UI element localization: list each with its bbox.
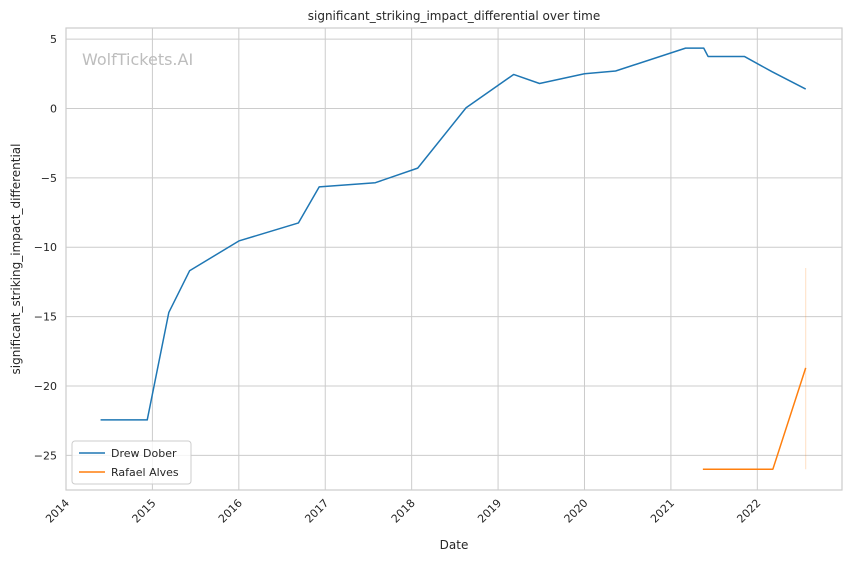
series-line-drew-dober xyxy=(100,47,807,421)
y-tick-label: 5 xyxy=(50,33,57,46)
x-tick-label: 2019 xyxy=(475,497,504,526)
x-tick-label: 2020 xyxy=(562,497,591,526)
series-group xyxy=(100,47,807,470)
y-tick-label: −10 xyxy=(34,241,57,254)
y-tick-label: −5 xyxy=(41,172,57,185)
plot-frame xyxy=(65,27,843,491)
y-axis-label: significant_striking_impact_differential xyxy=(9,144,23,375)
grid xyxy=(65,28,842,490)
x-axis-label: Date xyxy=(440,538,469,552)
x-tick-label: 2021 xyxy=(648,497,677,526)
x-tick-label: 2018 xyxy=(389,497,418,526)
y-tick-label: 0 xyxy=(50,102,57,115)
x-tick-label: 2015 xyxy=(130,497,159,526)
y-tick-label: −20 xyxy=(34,380,57,393)
x-tick-label: 2022 xyxy=(734,497,763,526)
legend-label-rafael-alves: Rafael Alves xyxy=(111,466,179,479)
watermark: WolfTickets.AI xyxy=(82,50,193,69)
chart-title: significant_striking_impact_differential… xyxy=(308,9,600,23)
x-tick-label: 2016 xyxy=(216,497,245,526)
series-line-rafael-alves xyxy=(702,367,807,470)
legend-box xyxy=(71,440,192,485)
y-tick-label: −25 xyxy=(34,449,57,462)
x-tick-label: 2017 xyxy=(302,497,331,526)
x-tick-label: 2014 xyxy=(43,497,72,526)
y-tick-label: −15 xyxy=(34,311,57,324)
legend: Drew Dober Rafael Alves xyxy=(71,440,192,485)
legend-label-drew-dober: Drew Dober xyxy=(111,447,177,460)
